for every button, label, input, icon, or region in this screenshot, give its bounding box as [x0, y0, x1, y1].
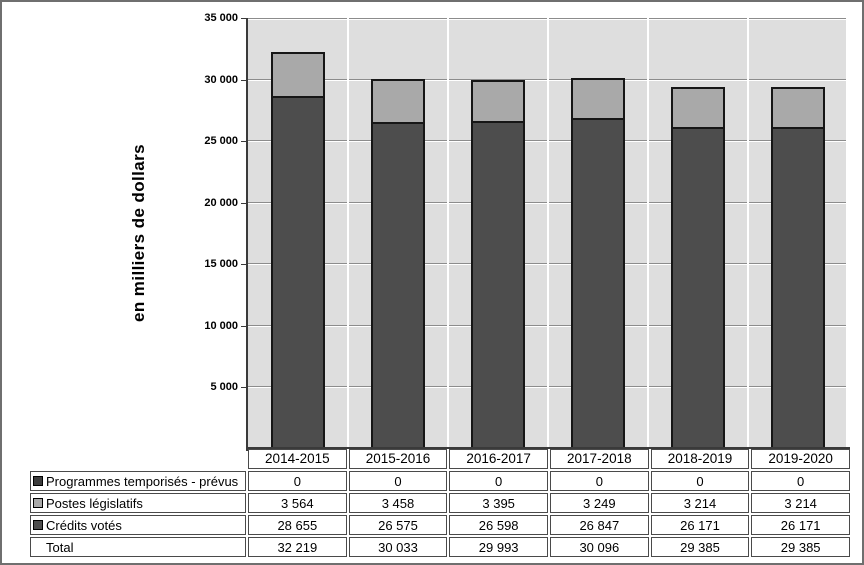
category-separator: [846, 18, 848, 449]
row-label-cell: Programmes temporisés - prévus: [30, 471, 246, 491]
y-tick-label: 30 000: [204, 73, 238, 86]
table-corner: [30, 449, 246, 469]
year-header-cell: 2014-2015: [248, 449, 347, 469]
y-tick-label: 15 000: [204, 258, 238, 271]
y-tick-mark: [241, 202, 246, 204]
row-label-cell: Crédits votés: [30, 515, 246, 535]
category-separator: [347, 18, 349, 449]
bar-segment: [771, 87, 825, 127]
year-header-cell: 2016-2017: [449, 449, 548, 469]
value-cell: 0: [751, 471, 850, 491]
value-cell: 3 395: [449, 493, 548, 513]
row-label: Programmes temporisés - prévus: [46, 473, 239, 489]
legend-marker-icon: [33, 498, 43, 508]
y-axis-title: en milliers de dollars: [129, 144, 148, 322]
value-cell: 3 214: [650, 493, 750, 513]
value-cell: 30 096: [549, 537, 649, 557]
y-tick-mark: [241, 325, 246, 327]
value-cell: 0: [650, 471, 750, 491]
value-cell: 3 564: [248, 493, 347, 513]
legend-marker-icon: [33, 476, 43, 486]
value-cell: 0: [248, 471, 347, 491]
bar-segment: [571, 78, 625, 119]
value-cell: 3 458: [348, 493, 448, 513]
value-cell: 30 033: [348, 537, 448, 557]
value-cell: 26 171: [751, 515, 850, 535]
category-separator: [747, 18, 749, 449]
y-axis-line: [246, 18, 248, 451]
row-label: Total: [46, 539, 74, 555]
legend-marker-icon: [33, 520, 43, 530]
value-cell: 3 249: [549, 493, 649, 513]
y-tick-label: 35 000: [204, 12, 238, 24]
year-header-cell: 2019-2020: [751, 449, 850, 469]
row-label-cell: Postes législatifs: [30, 493, 246, 513]
value-cell: 29 385: [650, 537, 750, 557]
value-cell: 3 214: [751, 493, 850, 513]
bar-segment: [671, 87, 725, 127]
category-separator: [447, 18, 449, 449]
bar-segment: [271, 96, 325, 449]
year-header-cell: 2017-2018: [549, 449, 649, 469]
y-tick-mark: [241, 264, 246, 266]
value-cell: 26 847: [549, 515, 649, 535]
y-tick-label: 25 000: [204, 135, 238, 148]
bar-segment: [471, 79, 525, 122]
bar-segment: [371, 121, 425, 449]
year-header-cell: 2015-2016: [348, 449, 448, 469]
value-cell: 26 598: [449, 515, 548, 535]
category-separator: [547, 18, 549, 449]
y-tick-mark: [241, 141, 246, 143]
value-cell: 28 655: [248, 515, 347, 535]
y-tick-label: 5 000: [210, 381, 238, 394]
value-cell: 32 219: [248, 537, 347, 557]
row-label: Postes législatifs: [46, 495, 143, 511]
x-axis-line: [246, 447, 850, 449]
bar-segment: [371, 79, 425, 122]
row-label: Crédits votés: [46, 517, 122, 533]
value-cell: 29 993: [449, 537, 548, 557]
value-cell: 0: [348, 471, 448, 491]
bar-segment: [471, 121, 525, 449]
y-tick-mark: [241, 18, 246, 19]
bar-segment: [771, 126, 825, 449]
bar-segment: [571, 118, 625, 449]
data-table: 2014-2015 2015-2016 2016-2017 2017-2018 2018…: [30, 449, 850, 557]
value-cell: 26 575: [348, 515, 448, 535]
value-cell: 26 171: [650, 515, 750, 535]
plot-area: [248, 18, 848, 449]
category-separator: [647, 18, 649, 449]
y-tick-mark: [241, 387, 246, 389]
bar-segment: [271, 52, 325, 97]
value-cell: 0: [549, 471, 649, 491]
bar-segment: [671, 126, 725, 449]
row-label-cell: Total: [30, 537, 246, 557]
y-tick-label: 10 000: [204, 319, 238, 332]
y-tick-mark: [241, 79, 246, 81]
year-header-cell: 2018-2019: [650, 449, 750, 469]
value-cell: 29 385: [751, 537, 850, 557]
y-tick-label: 20 000: [204, 196, 238, 209]
value-cell: 0: [449, 471, 548, 491]
